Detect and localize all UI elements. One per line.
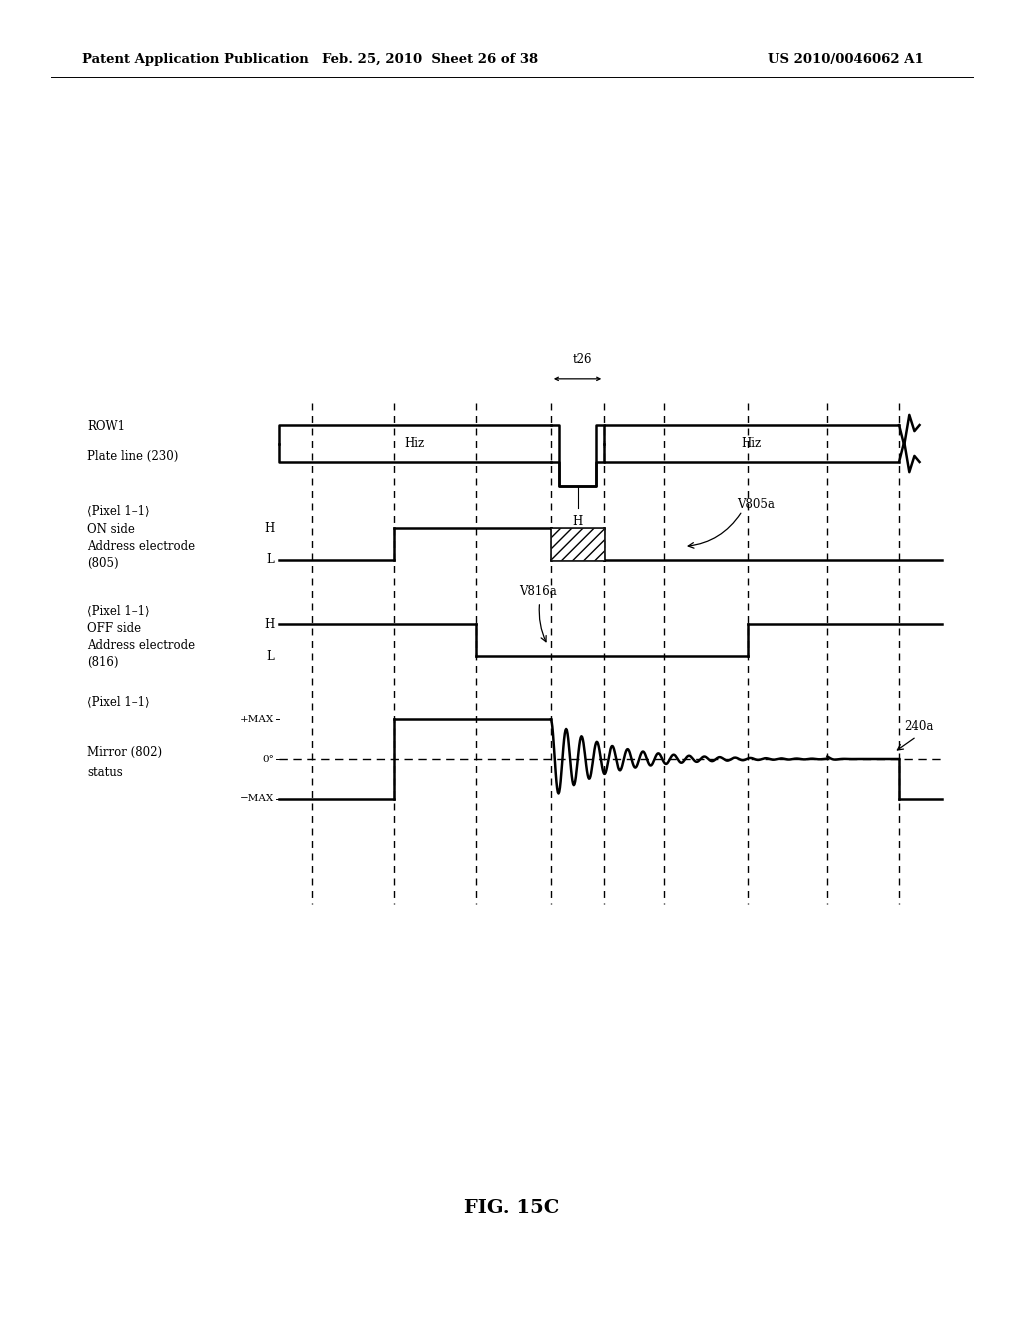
- Text: status: status: [87, 766, 123, 779]
- Text: 0°: 0°: [262, 755, 274, 763]
- Text: Hiz: Hiz: [404, 437, 425, 450]
- Text: Address electrode: Address electrode: [87, 540, 196, 553]
- Text: OFF side: OFF side: [87, 622, 141, 635]
- Text: V805a: V805a: [737, 498, 775, 511]
- Text: V816a: V816a: [519, 585, 557, 598]
- Text: Patent Application Publication: Patent Application Publication: [82, 53, 308, 66]
- Text: ON side: ON side: [87, 523, 135, 536]
- Text: H: H: [264, 618, 274, 631]
- Bar: [551, 528, 604, 560]
- Text: H: H: [572, 515, 583, 528]
- Text: Feb. 25, 2010  Sheet 26 of 38: Feb. 25, 2010 Sheet 26 of 38: [322, 53, 539, 66]
- Text: Mirror (802): Mirror (802): [87, 746, 162, 759]
- Text: H: H: [264, 521, 274, 535]
- Text: L: L: [266, 649, 274, 663]
- Text: US 2010/0046062 A1: US 2010/0046062 A1: [768, 53, 924, 66]
- Text: ROW1: ROW1: [87, 420, 125, 433]
- Text: Address electrode: Address electrode: [87, 639, 196, 652]
- Text: t26: t26: [572, 352, 593, 366]
- Text: 240a: 240a: [904, 719, 934, 733]
- Text: −MAX: −MAX: [241, 795, 274, 803]
- Text: ⟨Pixel 1–1⟩: ⟨Pixel 1–1⟩: [87, 605, 150, 618]
- Text: ⟨Pixel 1–1⟩: ⟨Pixel 1–1⟩: [87, 504, 150, 517]
- Text: ⟨Pixel 1–1⟩: ⟨Pixel 1–1⟩: [87, 696, 150, 709]
- Text: (805): (805): [87, 557, 119, 570]
- Text: FIG. 15C: FIG. 15C: [464, 1199, 560, 1217]
- Text: +MAX: +MAX: [241, 715, 274, 723]
- Text: Plate line (230): Plate line (230): [87, 450, 178, 463]
- Text: Hiz: Hiz: [741, 437, 762, 450]
- Text: (816): (816): [87, 656, 119, 669]
- Text: L: L: [266, 553, 274, 566]
